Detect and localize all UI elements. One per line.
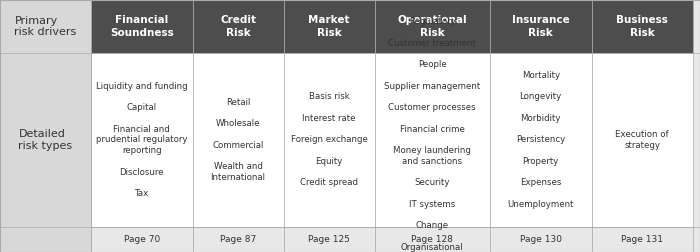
Bar xyxy=(490,53,592,227)
Bar xyxy=(91,227,192,252)
Bar xyxy=(490,0,592,53)
Text: Primary
risk drivers: Primary risk drivers xyxy=(15,16,76,37)
Text: Detailed
risk types: Detailed risk types xyxy=(18,129,73,151)
Bar xyxy=(374,227,490,252)
Text: Mortality

Longevity

Morbidity

Persistency

Property

Expenses

Unemployment: Mortality Longevity Morbidity Persistenc… xyxy=(508,71,574,209)
Bar xyxy=(592,53,693,227)
Text: Execution of
strategy: Execution of strategy xyxy=(615,130,669,150)
Bar xyxy=(0,0,91,252)
Text: Credit
Risk: Credit Risk xyxy=(220,15,256,38)
Text: Operational
Risk: Operational Risk xyxy=(398,15,467,38)
Bar xyxy=(193,53,284,227)
Text: Page 125: Page 125 xyxy=(308,235,350,244)
Text: Regulatory

Customer treatment

People

Supplier management

Customer processes
: Regulatory Customer treatment People Sup… xyxy=(384,17,480,252)
Text: Market
Risk: Market Risk xyxy=(308,15,350,38)
Text: Basis risk

Interest rate

Foreign exchange

Equity

Credit spread: Basis risk Interest rate Foreign exchang… xyxy=(290,92,368,187)
Bar xyxy=(284,227,374,252)
Text: Page 128: Page 128 xyxy=(412,235,453,244)
Bar xyxy=(284,53,374,227)
Bar xyxy=(490,227,592,252)
Text: Page 131: Page 131 xyxy=(622,235,664,244)
Bar xyxy=(374,53,490,227)
Bar xyxy=(374,0,490,53)
Bar xyxy=(592,227,693,252)
Text: Page 130: Page 130 xyxy=(519,235,561,244)
Bar xyxy=(284,0,374,53)
Text: Liquidity and funding

Capital

Financial and
prudential regulatory
reporting

D: Liquidity and funding Capital Financial … xyxy=(96,82,188,198)
Bar xyxy=(193,227,284,252)
Text: Business
Risk: Business Risk xyxy=(616,15,668,38)
Bar xyxy=(91,0,192,53)
Text: Page 70: Page 70 xyxy=(124,235,160,244)
Text: Financial
Soundness: Financial Soundness xyxy=(110,15,174,38)
Bar xyxy=(91,53,192,227)
Bar xyxy=(592,0,693,53)
Text: Page 87: Page 87 xyxy=(220,235,256,244)
Bar xyxy=(193,0,284,53)
Text: Insurance
Risk: Insurance Risk xyxy=(512,15,570,38)
Text: Retail

Wholesale

Commercial

Wealth and
International: Retail Wholesale Commercial Wealth and I… xyxy=(211,98,265,182)
